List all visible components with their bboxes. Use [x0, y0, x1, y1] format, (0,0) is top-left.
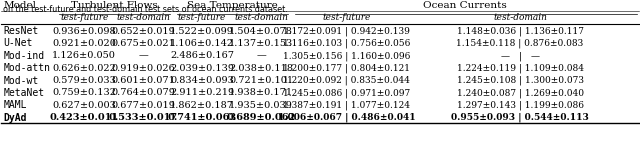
- Text: 1.148±0.036 | 1.136±0.117: 1.148±0.036 | 1.136±0.117: [456, 26, 584, 36]
- Text: 0.834±0.093: 0.834±0.093: [170, 76, 234, 85]
- Text: 0.627±0.003: 0.627±0.003: [52, 101, 116, 110]
- Text: 1.154±0.118 | 0.876±0.083: 1.154±0.118 | 0.876±0.083: [456, 39, 584, 48]
- Text: 0.921±0.020: 0.921±0.020: [52, 39, 116, 48]
- Text: 2.038±0.118: 2.038±0.118: [229, 64, 293, 73]
- Text: 2.911±0.219: 2.911±0.219: [170, 88, 234, 97]
- Text: 1.245±0.086 | 0.971±0.097: 1.245±0.086 | 0.971±0.097: [283, 88, 410, 98]
- Text: 1.245±0.108 | 1.300±0.073: 1.245±0.108 | 1.300±0.073: [456, 76, 584, 85]
- Text: 0.652±0.019: 0.652±0.019: [111, 27, 175, 36]
- Text: U-Net: U-Net: [3, 38, 33, 48]
- Text: 1.220±0.092 | 0.835±0.044: 1.220±0.092 | 0.835±0.044: [283, 76, 410, 85]
- Text: 1.106±0.142: 1.106±0.142: [170, 39, 234, 48]
- Text: 0.741±0.063: 0.741±0.063: [168, 113, 237, 122]
- Text: —: —: [138, 51, 148, 60]
- Text: 1.387±0.191 | 1.077±0.124: 1.387±0.191 | 1.077±0.124: [283, 100, 410, 110]
- Text: test-domain: test-domain: [234, 13, 288, 22]
- Text: 0.533±0.017: 0.533±0.017: [109, 113, 178, 122]
- Text: 1.938±0.171: 1.938±0.171: [229, 88, 293, 97]
- Text: Ocean Currents: Ocean Currents: [423, 1, 507, 10]
- Text: test-domain: test-domain: [493, 13, 547, 22]
- Text: 0.955±0.093 | 0.544±0.113: 0.955±0.093 | 0.544±0.113: [451, 113, 589, 122]
- Text: — | —: — | —: [500, 51, 540, 61]
- Text: 0.759±0.132: 0.759±0.132: [52, 88, 116, 97]
- Text: 1.172±0.091 | 0.942±0.139: 1.172±0.091 | 0.942±0.139: [283, 26, 410, 36]
- Text: 1.522±0.099: 1.522±0.099: [170, 27, 234, 36]
- Text: 1.862±0.187: 1.862±0.187: [170, 101, 234, 110]
- Text: 0.919±0.026: 0.919±0.026: [111, 64, 175, 73]
- Text: DyAd: DyAd: [3, 113, 27, 123]
- Text: 1.137±0.153: 1.137±0.153: [229, 39, 293, 48]
- Text: 1.200±0.177 | 0.804±0.121: 1.200±0.177 | 0.804±0.121: [283, 63, 410, 73]
- Text: 0.423±0.011: 0.423±0.011: [50, 113, 119, 122]
- Text: Mod-wt: Mod-wt: [3, 76, 38, 86]
- Text: 0.689±0.062: 0.689±0.062: [227, 113, 296, 122]
- Text: 1.224±0.119 | 1.109±0.084: 1.224±0.119 | 1.109±0.084: [456, 63, 584, 73]
- Text: Model: Model: [3, 1, 36, 10]
- Text: 0.677±0.019: 0.677±0.019: [111, 101, 175, 110]
- Text: 1.305±0.156 | 1.160±0.096: 1.305±0.156 | 1.160±0.096: [283, 51, 410, 61]
- Text: test-future: test-future: [178, 13, 227, 22]
- Text: ResNet: ResNet: [3, 26, 38, 36]
- Text: test-domain: test-domain: [116, 13, 170, 22]
- Text: Sea Temperature: Sea Temperature: [187, 1, 278, 10]
- Text: 1.006±0.067 | 0.486±0.041: 1.006±0.067 | 0.486±0.041: [278, 113, 415, 122]
- Text: 0.601±0.071: 0.601±0.071: [111, 76, 175, 85]
- Text: 0.721±0.101: 0.721±0.101: [229, 76, 293, 85]
- Text: test-future: test-future: [60, 13, 108, 22]
- Text: Mod-attn: Mod-attn: [3, 63, 51, 73]
- Text: —: —: [256, 51, 266, 60]
- Text: 2.486±0.167: 2.486±0.167: [170, 51, 234, 60]
- Text: 1.126±0.050: 1.126±0.050: [52, 51, 116, 60]
- Text: Mod-ind: Mod-ind: [3, 51, 44, 61]
- Text: 0.675±0.021: 0.675±0.021: [111, 39, 175, 48]
- Text: 1.116±0.103 | 0.756±0.056: 1.116±0.103 | 0.756±0.056: [283, 39, 410, 48]
- Text: 1.240±0.087 | 1.269±0.040: 1.240±0.087 | 1.269±0.040: [456, 88, 584, 98]
- Text: MetaNet: MetaNet: [3, 88, 44, 98]
- Text: MAML: MAML: [3, 100, 27, 110]
- Text: 0.936±0.098: 0.936±0.098: [52, 27, 116, 36]
- Text: 1.504±0.078: 1.504±0.078: [229, 27, 293, 36]
- Text: 0.764±0.079: 0.764±0.079: [111, 88, 175, 97]
- Text: on the test-future and test-domain test sets of ocean currents dataset.: on the test-future and test-domain test …: [3, 5, 288, 14]
- Text: 1.297±0.143 | 1.199±0.086: 1.297±0.143 | 1.199±0.086: [456, 100, 584, 110]
- Text: Turbulent Flows: Turbulent Flows: [71, 1, 158, 10]
- Text: test-future: test-future: [323, 13, 371, 22]
- Text: 0.626±0.022: 0.626±0.022: [52, 64, 116, 73]
- Text: 0.579±0.033: 0.579±0.033: [52, 76, 116, 85]
- Text: 2.039±0.139: 2.039±0.139: [170, 64, 234, 73]
- Text: 1.935±0.039: 1.935±0.039: [229, 101, 293, 110]
